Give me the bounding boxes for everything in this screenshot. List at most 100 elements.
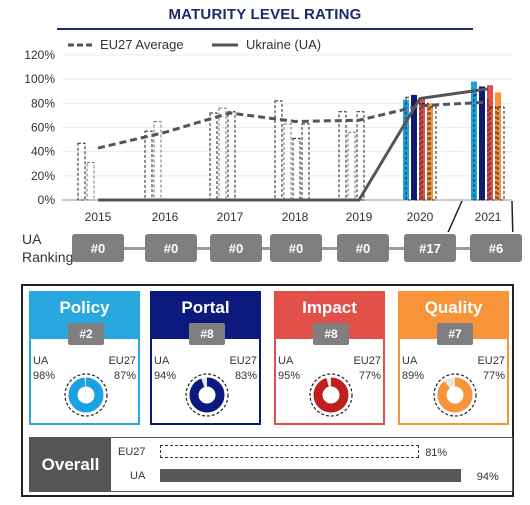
card-eu-label: EU27 (477, 355, 505, 367)
eu-bar (421, 102, 429, 201)
x-tick-label: 2016 (152, 210, 179, 224)
card-ua-label: UA (154, 355, 170, 367)
overall-ua-label: UA (130, 470, 146, 482)
eu-bar (292, 137, 301, 201)
eu-bar (218, 107, 227, 201)
overall-label: Overall (30, 438, 111, 491)
ranking-chip: #0 (270, 234, 322, 262)
card-rank: #8 (189, 323, 225, 345)
ua-ring (313, 377, 349, 413)
ukraine-line (98, 87, 489, 202)
ranking-chip: #0 (337, 234, 389, 262)
eu-bar (338, 111, 347, 201)
card-donut (309, 373, 353, 417)
card-rank: #2 (68, 323, 104, 345)
eu-bar (347, 131, 356, 201)
eu-bar (473, 94, 481, 201)
card-portal: Portal #8 UA 94% EU27 83% (150, 291, 261, 425)
card-eu-value: 87% (113, 370, 136, 382)
card-policy: Policy #2 UA 98% EU27 87% (29, 291, 140, 425)
x-tick-label: 2017 (217, 210, 244, 224)
chart-bars (77, 81, 505, 201)
card-eu-label: EU27 (353, 355, 381, 367)
x-tick-label: 2018 (282, 210, 309, 224)
legend-eu-label: EU27 Average (100, 37, 184, 52)
eu-bar (356, 111, 365, 201)
card-ua-label: UA (402, 355, 418, 367)
maturity-chart: 0%20%40%60%80%100%120% 2015 2016 2017 2018 2… (24, 37, 514, 232)
card-donut (433, 373, 477, 417)
title-underline (57, 28, 473, 30)
x-tick-label: 2021 (475, 210, 502, 224)
y-tick-label: 60% (31, 121, 55, 135)
card-ua-label: UA (33, 355, 49, 367)
eu27-average-line (97, 100, 489, 150)
card-rank: #7 (437, 323, 473, 345)
eu-bar (209, 112, 218, 201)
card-impact: Impact #8 UA 95% EU27 77% (274, 291, 385, 425)
eu-bar (86, 162, 95, 201)
card-eu-label: EU27 (108, 355, 136, 367)
card-eu-label: EU27 (229, 355, 257, 367)
card-ua-value: 95% (278, 370, 301, 382)
eu-bar (301, 123, 310, 201)
ua-ring (437, 377, 473, 413)
eu-bar (153, 120, 162, 201)
eu-bar (283, 123, 292, 201)
card-eu-value: 83% (234, 370, 257, 382)
ua-bar (427, 103, 433, 200)
overall-eu-bar (160, 445, 420, 458)
overall-eu-label: EU27 (118, 446, 146, 458)
overall-ua-bar (160, 469, 461, 482)
ranking-chip: #17 (404, 234, 456, 262)
card-quality: Quality #7 UA 89% EU27 77% (398, 291, 509, 425)
callout-line-right (511, 200, 514, 232)
ranking-label: UA Ranking (22, 230, 73, 266)
y-tick-label: 120% (24, 48, 55, 62)
card-rank: #8 (313, 323, 349, 345)
ranking-label-line2: Ranking (22, 249, 74, 265)
eu-bar (481, 99, 489, 201)
eu-bar (497, 106, 505, 201)
y-tick-label: 100% (24, 72, 55, 86)
ua-bar (403, 99, 409, 200)
chart-title: MATURITY LEVEL RATING (168, 6, 362, 23)
chart-legend: EU27 Average Ukraine (UA) (68, 37, 321, 52)
eu-bar (144, 130, 153, 201)
card-ua-value: 89% (402, 370, 425, 382)
overall-panel: Overall EU27 81% UA 94% (29, 437, 513, 492)
ua-bar (479, 86, 485, 200)
card-ua-label: UA (278, 355, 294, 367)
card-donut (64, 373, 108, 417)
y-tick-label: 0% (38, 193, 56, 207)
card-eu-value: 77% (358, 370, 381, 382)
ranking-chip: #0 (145, 234, 197, 262)
y-tick-label: 20% (31, 169, 55, 183)
x-tick-label: 2019 (346, 210, 373, 224)
x-axis-labels: 2015 2016 2017 2018 2019 2020 2021 (85, 210, 502, 224)
eu-ring (433, 373, 477, 417)
callout-lines (447, 200, 514, 232)
card-donut (185, 373, 229, 417)
card-ua-value: 98% (33, 370, 56, 382)
eu-bar (429, 106, 437, 201)
card-eu-value: 77% (482, 370, 505, 382)
detail-panel (21, 284, 514, 497)
eu-bar (77, 142, 86, 201)
ranking-label-line1: UA (22, 231, 42, 247)
eu-bar (227, 111, 236, 201)
eu-bar (405, 96, 413, 201)
ua-bar (495, 92, 501, 200)
x-tick-label: 2015 (85, 210, 112, 224)
ranking-chip: #0 (72, 234, 124, 262)
x-tick-label: 2020 (407, 210, 434, 224)
ua-ring (189, 377, 225, 413)
y-tick-label: 40% (31, 145, 55, 159)
y-tick-label: 80% (31, 96, 55, 110)
legend-ua-label: Ukraine (UA) (246, 37, 321, 52)
ua-ring (68, 377, 104, 413)
ranking-chip: #0 (210, 234, 262, 262)
ranking-chip: #6 (470, 234, 522, 262)
eu-bar (489, 106, 497, 201)
eu-ring (185, 373, 229, 417)
